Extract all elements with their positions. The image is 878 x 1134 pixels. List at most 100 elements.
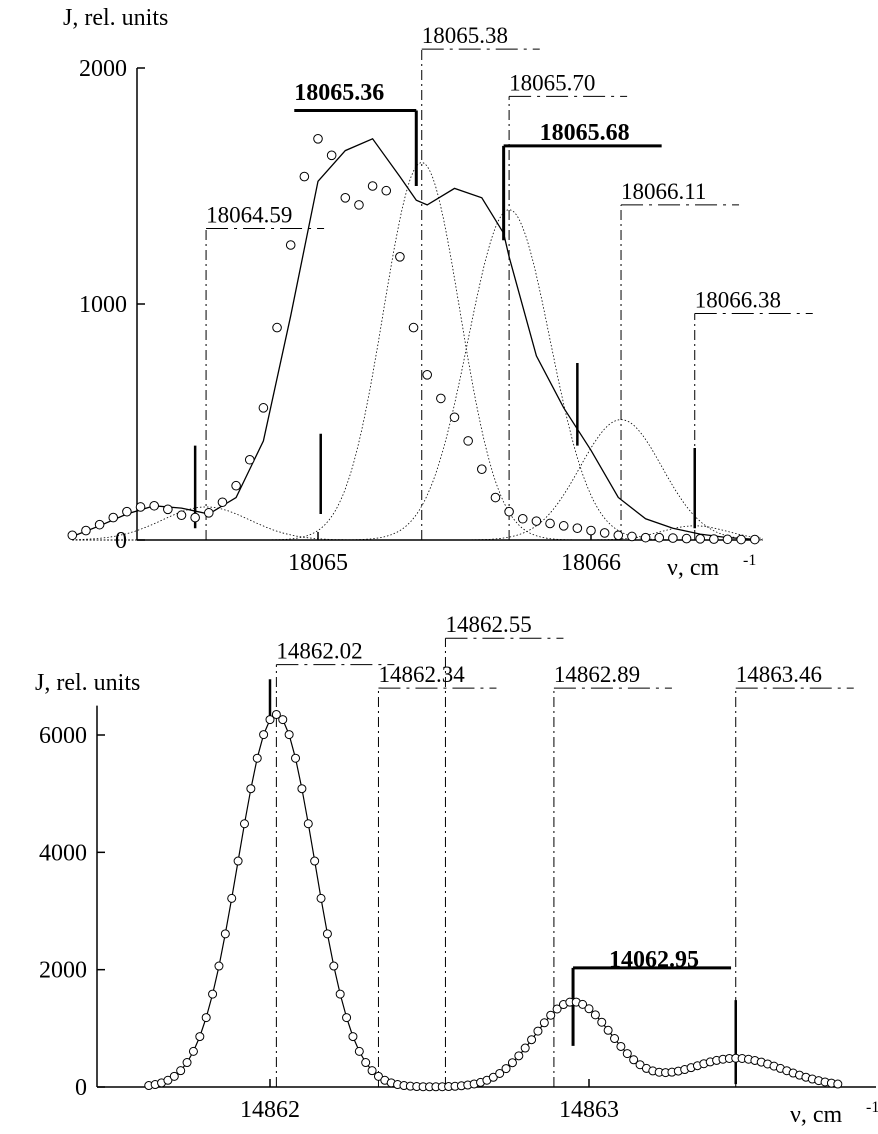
lower-spectrum-panel: 0 2000 4000 6000 14862 14863 J, rel. units ν, c…	[35, 612, 878, 1128]
annotation-label: 14862.55	[445, 612, 531, 637]
data-point	[501, 1064, 511, 1074]
data-point	[572, 523, 583, 534]
data-point	[504, 506, 514, 517]
annotation-label: 18066.38	[695, 287, 781, 312]
data-point	[176, 510, 187, 521]
data-point	[361, 1058, 371, 1068]
x-tick-label: 18065	[288, 550, 348, 576]
fit-envelope-line	[72, 137, 755, 540]
data-point	[94, 519, 105, 530]
data-point	[354, 1046, 364, 1056]
data-point	[342, 1013, 352, 1023]
data-point	[422, 370, 433, 380]
annotation-label: 18064.59	[206, 202, 292, 227]
annotation-label: 18066.11	[621, 179, 706, 204]
data-point	[252, 753, 262, 763]
data-point	[272, 322, 282, 333]
data-point	[603, 1025, 613, 1035]
data-point	[326, 150, 337, 161]
data-point	[507, 1058, 517, 1068]
data-point	[354, 200, 364, 210]
data-point	[367, 1066, 377, 1076]
data-point	[149, 500, 159, 511]
y-tick-label: 2000	[79, 56, 127, 82]
data-point	[613, 530, 624, 541]
fit-line	[148, 713, 838, 1088]
x-axis-label: ν, cm	[790, 1102, 843, 1128]
data-point	[552, 1004, 562, 1014]
data-point	[271, 709, 281, 719]
data-point	[590, 1010, 600, 1020]
y-axis-label: J, rel. units	[63, 5, 168, 31]
data-point	[681, 533, 692, 544]
data-point	[135, 502, 146, 512]
data-point	[214, 961, 224, 971]
data-point	[449, 412, 460, 423]
annotation-label: 14862.02	[276, 639, 362, 664]
x-tick-label: 18066	[561, 550, 621, 576]
data-point	[533, 1026, 543, 1036]
data-point	[627, 531, 637, 542]
x-tick-label: 14863	[559, 1097, 619, 1123]
data-point	[545, 518, 555, 529]
data-point	[367, 181, 378, 191]
data-point	[182, 1058, 192, 1068]
bold-marker-label: 18065.68	[540, 120, 630, 146]
data-point	[546, 1010, 556, 1020]
bold-marker-label: 18065.36	[294, 80, 384, 106]
data-point	[259, 730, 269, 740]
bold-marker-label: 14062.95	[609, 947, 699, 973]
x-axis-label-exponent: -1	[743, 552, 756, 569]
data-point	[246, 784, 256, 794]
data-point	[195, 1032, 205, 1042]
data-point	[258, 403, 269, 413]
data-point	[578, 999, 588, 1009]
annotation-label: 14862.89	[554, 662, 640, 687]
data-point	[291, 753, 301, 763]
data-point	[284, 730, 294, 740]
data-point	[278, 715, 288, 725]
data-point	[584, 1004, 594, 1014]
data-point	[201, 1013, 211, 1023]
data-point	[463, 436, 473, 446]
x-tick-label: 14862	[240, 1097, 300, 1123]
data-point	[329, 961, 339, 971]
data-point	[297, 784, 307, 794]
data-point	[169, 1071, 179, 1081]
data-point	[373, 1071, 383, 1081]
data-point	[381, 185, 392, 196]
data-point	[233, 856, 243, 866]
data-point	[348, 1032, 358, 1042]
data-point	[750, 534, 760, 545]
data-point	[477, 464, 487, 475]
data-point	[709, 534, 719, 544]
data-point	[310, 856, 320, 866]
data-point	[204, 508, 214, 518]
y-tick-label: 0	[115, 528, 127, 554]
y-tick-label: 4000	[39, 840, 87, 866]
data-point	[220, 929, 230, 939]
annotation-label: 18065.38	[422, 23, 508, 48]
data-point	[340, 193, 351, 203]
y-tick-label: 2000	[39, 958, 87, 984]
data-point	[640, 532, 651, 543]
data-point	[227, 893, 237, 903]
data-point	[599, 528, 610, 538]
data-point	[531, 516, 542, 526]
data-point	[629, 1055, 639, 1065]
data-point	[244, 454, 255, 465]
data-point	[67, 530, 78, 541]
data-point	[436, 393, 446, 404]
data-point	[408, 322, 419, 333]
annotation-label: 14863.46	[736, 662, 822, 687]
data-point	[736, 534, 746, 545]
data-point	[520, 1043, 530, 1053]
data-point	[188, 1046, 198, 1056]
data-point	[303, 819, 313, 829]
data-point	[299, 171, 310, 182]
x-axis-label: ν, cm	[667, 555, 720, 581]
annotation-label: 18065.70	[509, 70, 595, 95]
data-point	[490, 492, 501, 503]
data-point	[316, 893, 326, 903]
